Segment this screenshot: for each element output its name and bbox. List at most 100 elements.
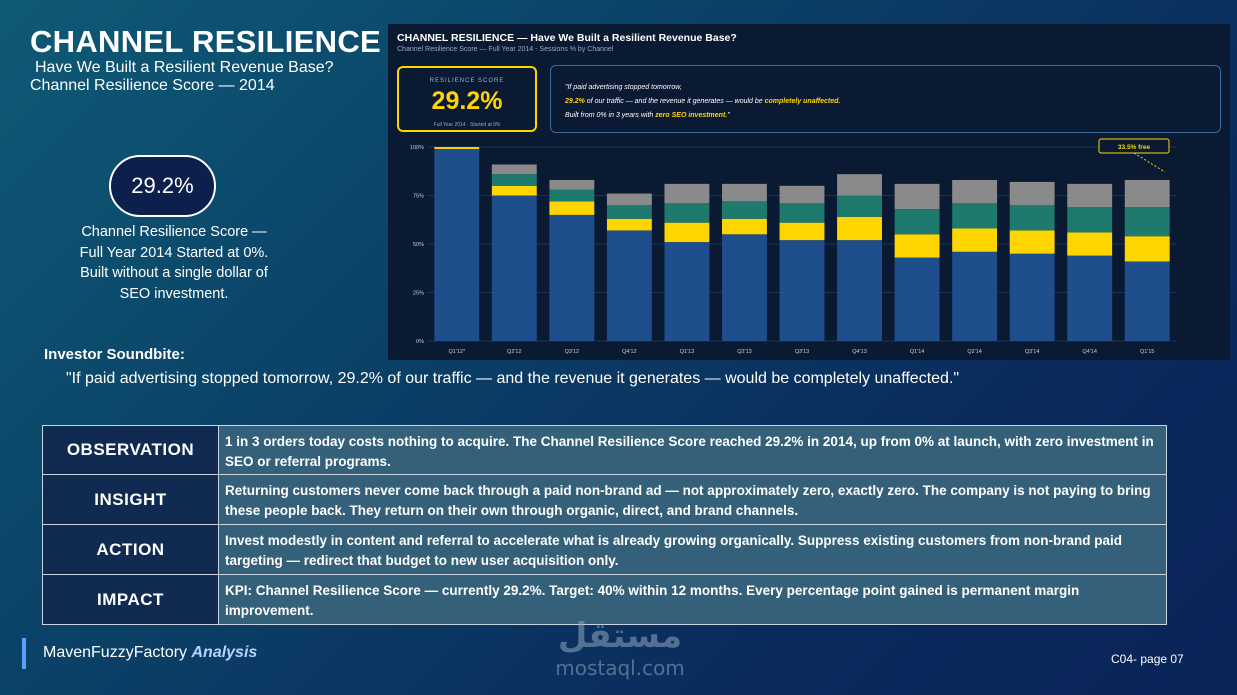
x-tick-label: Q2'13: [737, 349, 752, 355]
chart-axis-labels: 0% 25% 50% 75% 100% Q1'12* Q2'12 Q3'12 Q4'12 Q1'1…: [410, 145, 1155, 355]
row-body-insight: Returning customers never come back thro…: [219, 475, 1167, 525]
bar-segment: [1124, 236, 1170, 262]
bar-segment: [1067, 207, 1113, 233]
bar-segment: [894, 257, 940, 341]
row-header-action: ACTION: [42, 525, 219, 575]
bar-segment: [894, 234, 940, 258]
bar-segment: [837, 174, 882, 196]
bar-segment: [1124, 179, 1170, 208]
quote-highlight-pct: 29.2%: [565, 98, 585, 105]
chart-callout: 33.5% free: [1098, 138, 1170, 173]
bar-segment: [837, 240, 882, 341]
bar-segment: [1009, 205, 1055, 231]
x-tick-label: Q1'15: [1140, 349, 1155, 355]
quote-line-3: Built from 0% in 3 years with zero SEO i…: [565, 109, 1220, 123]
page-number: C04- page 07: [1111, 652, 1184, 666]
bar-segment: [837, 216, 882, 241]
y-tick-label: 75%: [413, 194, 424, 200]
bar-segment: [779, 240, 825, 341]
quote-line-2-text: of our traffic — and the revenue it gene…: [584, 98, 765, 105]
bar-segment: [952, 251, 998, 341]
soundbite-label: Investor Soundbite:: [44, 346, 185, 363]
quote-box: "If paid advertising stopped tomorrow, 2…: [550, 65, 1221, 133]
bar-segment: [549, 214, 595, 341]
footer-accent-bar: [22, 638, 26, 669]
bar-segment: [1124, 261, 1170, 341]
footer-brand: MavenFuzzyFactory Analysis: [43, 644, 257, 662]
bar-segment: [722, 201, 767, 219]
callout-label: 33.5% free: [1118, 144, 1151, 151]
footer-analysis: Analysis: [191, 644, 258, 661]
x-tick-label: Q4'13: [852, 349, 867, 355]
bar-segment: [1067, 183, 1113, 208]
bar-segment: [779, 203, 825, 223]
score-description: Channel Resilience Score — Full Year 201…: [79, 224, 269, 302]
score-pill: 29.2%: [109, 155, 216, 217]
x-tick-label: Q1'12*: [448, 349, 466, 355]
page-subtitle-score: Channel Resilience Score — 2014: [30, 77, 275, 94]
bar-segment: [952, 228, 998, 252]
bar-segment: [664, 242, 710, 341]
row-header-insight: INSIGHT: [42, 475, 219, 525]
y-tick-label: 25%: [413, 291, 424, 297]
quote-line-2: 29.2% of our traffic — and the revenue i…: [565, 95, 1220, 109]
row-body-action: Invest modestly in content and referral …: [219, 525, 1167, 575]
quote-line-3-end: ": [727, 112, 730, 119]
stacked-bar-chart: 0% 25% 50% 75% 100% Q1'12* Q2'12 Q3'12 Q4'12 Q1'1…: [410, 138, 1176, 355]
bar-segment: [1067, 232, 1113, 256]
resilience-score-footer: Full Year 2014 · Started at 0%: [433, 122, 501, 128]
row-body-impact: KPI: Channel Resilience Score — currentl…: [219, 575, 1167, 625]
resilience-score-box: RESILIENCE SCORE 29.2% Full Year 2014 · …: [397, 66, 537, 132]
quote-highlight-seo: zero SEO investment.: [655, 112, 728, 119]
bar-segment: [549, 201, 595, 215]
row-header-observation: OBSERVATION: [42, 425, 219, 475]
y-tick-label: 0%: [416, 339, 424, 345]
bar-segment: [606, 193, 652, 206]
watermark-arabic: مستقل: [558, 616, 682, 656]
bar-segment: [664, 222, 710, 243]
y-tick-label: 100%: [410, 145, 424, 151]
bar-segment: [779, 222, 825, 241]
bar-segment: [491, 195, 537, 341]
bar-segment: [952, 203, 998, 229]
bar-segment: [491, 164, 537, 175]
bar-segment: [491, 174, 537, 186]
bar-segment: [606, 218, 652, 231]
bar-segment: [606, 205, 652, 219]
row-header-impact: IMPACT: [42, 575, 219, 625]
bar-segment: [1009, 230, 1055, 254]
bar-segment: [549, 189, 595, 202]
table-row-observation: OBSERVATION 1 in 3 orders today costs no…: [42, 425, 1167, 475]
bar-segment: [722, 234, 767, 341]
bar-segment: [434, 147, 480, 149]
bar-segment: [1009, 253, 1055, 341]
bar-segment: [722, 218, 767, 235]
x-tick-label: Q4'12: [622, 349, 637, 355]
x-tick-label: Q3'13: [795, 349, 810, 355]
chart-title: CHANNEL RESILIENCE — Have We Built a Res…: [397, 32, 737, 44]
watermark-url: mostaql.com: [555, 656, 685, 680]
soundbite-quote: "If paid advertising stopped tomorrow, 2…: [66, 370, 960, 387]
x-tick-label: Q1'13: [680, 349, 695, 355]
table-row-action: ACTION Invest modestly in content and re…: [42, 525, 1167, 575]
bar-segment: [1009, 181, 1055, 206]
x-tick-label: Q3'14: [1025, 349, 1040, 355]
resilience-score-label: RESILIENCE SCORE: [429, 78, 505, 84]
bar-segment: [664, 183, 710, 204]
bar-segment: [837, 195, 882, 217]
bar-segment: [491, 185, 537, 196]
chart-bars: [434, 147, 1170, 341]
score-pill-value: 29.2%: [131, 173, 194, 198]
footer-brand-name: MavenFuzzyFactory: [43, 644, 192, 661]
bar-segment: [894, 183, 940, 210]
bar-segment: [952, 179, 998, 204]
bar-segment: [606, 230, 652, 341]
bar-segment: [722, 183, 767, 202]
row-body-observation: 1 in 3 orders today costs nothing to acq…: [219, 425, 1167, 475]
chart-subtitle: Channel Resilience Score — Full Year 201…: [397, 46, 614, 53]
bar-segment: [1124, 207, 1170, 237]
x-tick-label: Q3'12: [565, 349, 580, 355]
y-tick-label: 50%: [413, 242, 424, 248]
table-row-insight: INSIGHT Returning customers never come b…: [42, 475, 1167, 525]
bar-segment: [549, 179, 595, 190]
